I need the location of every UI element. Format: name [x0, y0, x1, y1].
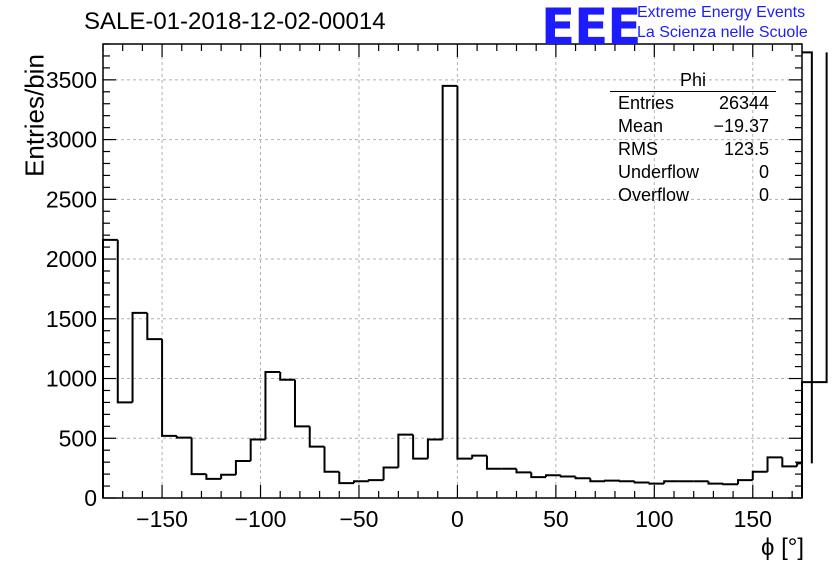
y-tick-label: 500: [59, 425, 97, 451]
y-axis-ticks: 0 500 1000 1500 2000 2500 3000 3500: [46, 43, 802, 511]
stats-row-mean: Mean −19.37: [610, 115, 776, 138]
x-tick-label: 100: [635, 506, 673, 532]
histogram-bin: [722, 483, 739, 486]
histogram-bin: [441, 84, 458, 440]
histogram-bin: [515, 468, 532, 474]
histogram-bin: [367, 479, 384, 482]
histogram-bin: [802, 51, 813, 464]
logo-line-1: Extreme Energy Events: [637, 4, 806, 21]
histogram-bin: [397, 433, 414, 468]
histogram-bin: [781, 457, 798, 468]
histogram-bin: [801, 52, 828, 498]
y-tick-label: 1500: [46, 306, 97, 332]
chart-title: SALE-01-2018-12-02-00014: [84, 8, 386, 35]
histogram-bin: [530, 472, 547, 479]
x-tick-label: 150: [734, 506, 772, 532]
histogram-bin: [471, 454, 487, 459]
stats-name: Phi: [610, 70, 776, 92]
histogram-bin: [264, 370, 281, 440]
x-tick-label: −150: [136, 506, 188, 532]
histogram-bin: [146, 312, 163, 341]
histogram-bin: [604, 479, 620, 482]
histogram-bin: [161, 339, 177, 437]
histogram-bin: [382, 466, 399, 481]
histogram-bin: [131, 311, 148, 403]
stats-row-overflow: Overflow 0: [610, 184, 776, 207]
histogram-bin: [707, 481, 724, 485]
stats-row-rms: RMS 123.5: [610, 138, 776, 161]
histogram-series: [102, 51, 828, 498]
y-tick-label: 3000: [46, 127, 97, 153]
histogram-bin: [751, 470, 768, 481]
histogram-bin: [323, 446, 340, 473]
eee-logo: EEE: [541, 0, 641, 56]
histogram-bin: [648, 482, 665, 485]
histogram-bin: [234, 459, 251, 475]
x-axis-ticks: −150 −100 −50 0 50 100 150: [102, 44, 793, 532]
histogram-bin: [559, 475, 576, 478]
histogram-bin: [663, 480, 679, 484]
x-tick-label: −50: [339, 506, 378, 532]
histogram-bin: [737, 479, 753, 485]
histogram-bin: [618, 480, 635, 483]
y-tick-label: 1000: [46, 366, 97, 392]
histogram-bin: [116, 239, 133, 404]
histogram-bin: [574, 476, 591, 480]
histogram-bin: [102, 238, 118, 498]
histogram-bin: [220, 473, 236, 479]
histogram-bin: [249, 438, 266, 461]
histogram-bin: [308, 426, 325, 448]
stats-value: 0: [758, 162, 769, 182]
histogram-bin: [279, 371, 295, 381]
x-tick-label: 0: [451, 506, 464, 532]
logo-line-2: La Scienza nelle Scuole: [637, 24, 808, 41]
x-tick-label: −100: [235, 506, 287, 532]
stats-row-underflow: Underflow 0: [610, 161, 776, 184]
histogram-bin: [205, 474, 222, 480]
stats-label: Underflow: [618, 162, 700, 182]
stats-row-entries: Entries 26344: [610, 92, 776, 115]
histogram-bin: [338, 471, 355, 485]
histogram-bin: [796, 462, 802, 467]
x-axis-label: ϕ [°]: [760, 534, 804, 561]
histogram-bin: [589, 478, 606, 483]
histogram-bin: [766, 456, 783, 472]
stats-label: Overflow: [618, 185, 690, 205]
y-tick-label: 2500: [46, 186, 97, 212]
stats-box: Phi Entries 26344 Mean −19.37 RMS 123.5 …: [610, 70, 776, 207]
histogram-bin: [353, 480, 369, 484]
histogram-bin: [456, 85, 473, 460]
y-axis-label: Entries/bin: [19, 54, 50, 177]
histogram-bin: [293, 379, 310, 428]
histogram-bin: [545, 474, 561, 478]
stats-label: Mean: [618, 116, 664, 136]
stats-value: −19.37: [713, 116, 769, 136]
stats-value: 26344: [718, 93, 769, 113]
stats-label: RMS: [618, 139, 658, 159]
histogram-bin: [633, 481, 650, 484]
stats-value: 0: [758, 185, 769, 205]
histogram-bin: [485, 455, 502, 470]
y-tick-label: 0: [84, 485, 97, 511]
stats-value: 123.5: [723, 139, 769, 159]
histogram-bin: [175, 435, 192, 439]
histogram-bin: [190, 437, 207, 476]
y-tick-label: 3500: [46, 67, 97, 93]
stats-label: Entries: [618, 93, 675, 113]
histogram-bin: [426, 438, 443, 459]
y-tick-label: 2000: [46, 246, 97, 272]
x-tick-label: 50: [543, 506, 569, 532]
histogram-bin: [412, 434, 428, 460]
